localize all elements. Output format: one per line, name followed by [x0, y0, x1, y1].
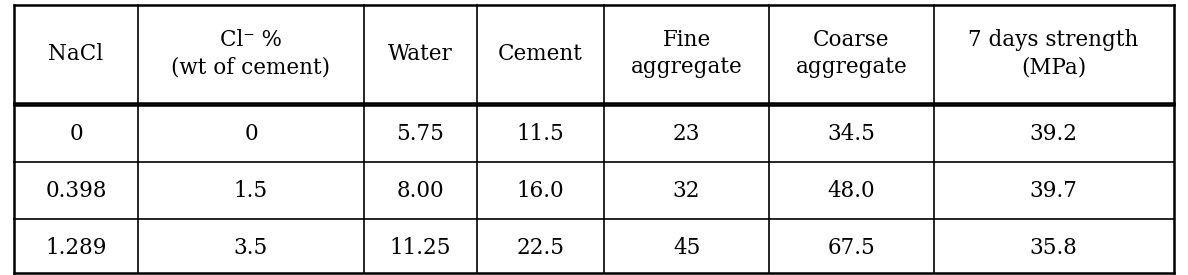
Text: Cl⁻ %
(wt of cement): Cl⁻ % (wt of cement): [171, 29, 330, 78]
Text: 32: 32: [672, 180, 701, 202]
Text: 45: 45: [672, 236, 700, 258]
Text: 3.5: 3.5: [234, 236, 268, 258]
Text: Water: Water: [388, 43, 453, 65]
Text: 39.7: 39.7: [1030, 180, 1078, 202]
Text: Cement: Cement: [498, 43, 583, 65]
Text: 39.2: 39.2: [1030, 123, 1078, 145]
Text: 11.5: 11.5: [517, 123, 564, 145]
Text: 5.75: 5.75: [397, 123, 444, 145]
Text: 48.0: 48.0: [828, 180, 876, 202]
Text: 7 days strength
(MPa): 7 days strength (MPa): [968, 29, 1139, 78]
Text: Coarse
aggregate: Coarse aggregate: [796, 29, 908, 78]
Text: Fine
aggregate: Fine aggregate: [631, 29, 742, 78]
Text: 1.5: 1.5: [234, 180, 268, 202]
Text: 23: 23: [672, 123, 701, 145]
Text: 0.398: 0.398: [45, 180, 107, 202]
Text: 16.0: 16.0: [517, 180, 564, 202]
Text: 1.289: 1.289: [45, 236, 107, 258]
Text: 0: 0: [245, 123, 258, 145]
Text: 67.5: 67.5: [827, 236, 876, 258]
Text: NaCl: NaCl: [49, 43, 103, 65]
Text: 0: 0: [69, 123, 83, 145]
Text: 11.25: 11.25: [390, 236, 451, 258]
Text: 35.8: 35.8: [1030, 236, 1078, 258]
Text: 8.00: 8.00: [397, 180, 444, 202]
Text: 34.5: 34.5: [827, 123, 876, 145]
Text: 22.5: 22.5: [517, 236, 564, 258]
